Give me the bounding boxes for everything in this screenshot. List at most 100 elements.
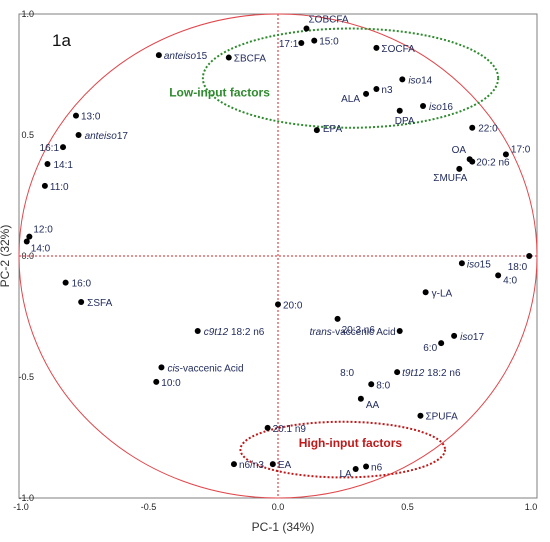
loading-point [456, 165, 463, 172]
loading-point [526, 253, 533, 259]
loading-label: cis-vaccenic Acid [167, 363, 243, 374]
loading-point [368, 381, 375, 388]
loading-point [502, 151, 509, 158]
unit-circle-path [18, 13, 538, 499]
x-tick-label: 1.0 [525, 502, 538, 512]
loading-point [311, 37, 318, 44]
loading-label: 8:0 [376, 380, 390, 391]
loading-label: 20:3 n6 [342, 325, 376, 336]
y-tick-label: 0.0 [21, 251, 34, 261]
loading-label: iso14 [408, 75, 432, 86]
loading-point [26, 233, 33, 240]
axis-ticks: -1.0 -0.5 0.0 0.5 1.0 1.0 0.5 0.0 -0.5 -1.0 [13, 9, 537, 512]
loading-point [298, 40, 305, 47]
y-tick-label: -0.5 [18, 372, 34, 382]
loading-label: 16:1 [40, 143, 60, 154]
loading-point [313, 127, 320, 134]
loading-label: trans-vaccenic Acid [310, 327, 396, 338]
loading-point [373, 86, 380, 93]
loading-label: c9t12 18:2 n6 [204, 327, 265, 338]
loading-point [72, 112, 79, 119]
x-tick-label: -0.5 [141, 502, 157, 512]
loading-label: 12:0 [33, 225, 53, 236]
loading-point [373, 44, 380, 51]
loading-point [363, 90, 370, 97]
loading-label: 11:0 [50, 182, 69, 193]
loading-label: 17:1 [279, 39, 299, 50]
group-ellipse-1 [239, 420, 447, 479]
loading-label: t9t12 18:2 n6 [402, 368, 461, 379]
loading-label: iso17 [460, 332, 484, 343]
loading-point [438, 340, 445, 347]
loading-label: LA [339, 469, 352, 480]
loading-point [75, 132, 82, 138]
loading-point [394, 369, 401, 376]
loading-point [60, 144, 67, 151]
loading-point [269, 461, 276, 468]
loading-label: 15:0 [319, 37, 339, 48]
loading-label: ΣSFA [87, 298, 112, 309]
loading-label: AA [366, 400, 380, 411]
loading-point [264, 424, 271, 431]
loading-label: iso15 [467, 259, 491, 270]
loading-label: 17:0 [511, 144, 531, 155]
x-tick-label: 0.0 [272, 502, 285, 512]
loading-label: 20:0 [283, 300, 303, 311]
loading-label: 18:0 [508, 262, 528, 273]
loading-label: EPA [323, 124, 343, 135]
loading-label: 22:0 [478, 124, 498, 135]
loading-label: γ-LA [432, 288, 453, 299]
loading-point [399, 76, 406, 83]
y-tick-label: 0.5 [21, 130, 34, 140]
x-axis-title: PC-1 (34%) [252, 520, 315, 534]
standalone-label: 8:0 [340, 368, 354, 379]
loading-label: n3 [381, 85, 393, 96]
loading-point [275, 301, 281, 308]
loading-point [422, 289, 429, 296]
reference-lines [19, 14, 537, 498]
y-tick-label: -1.0 [18, 493, 34, 503]
loading-point [230, 461, 237, 468]
loading-label: anteiso17 [85, 131, 129, 142]
y-axis-title: PC-2 (32%) [0, 225, 12, 288]
loading-label: 10:0 [161, 378, 181, 389]
loading-point [334, 315, 341, 322]
loading-point [194, 328, 201, 335]
loading-label: 14:0 [31, 243, 51, 254]
loading-point [44, 161, 51, 168]
loading-point [469, 124, 476, 131]
loading-point [303, 25, 310, 32]
loading-label: 20:1 n9 [273, 424, 307, 435]
loading-label: n6/n3 [239, 460, 264, 471]
loading-point [225, 54, 232, 61]
loading-point [469, 158, 476, 165]
loading-point [458, 260, 465, 267]
loading-label: ΣPUFA [425, 412, 458, 423]
loading-label: ΣMUFA [433, 173, 467, 184]
loading-label: 20:2 n6 [476, 158, 510, 169]
loading-label: 4:0 [503, 275, 517, 286]
loading-label: ΣBCFA [234, 54, 267, 65]
loading-label: OA [452, 145, 467, 156]
loading-point [352, 465, 359, 472]
group-label-high-input: High-input factors [299, 436, 403, 450]
loading-labels: ΣOBCFA 17:1 15:0 ΣOCFA anteiso15 ΣBCFA iso14 n3… [31, 15, 531, 480]
loading-label: ΣOBCFA [308, 15, 348, 26]
loading-point [41, 182, 48, 189]
group-ellipses: Low-input factors High-input factors [169, 27, 500, 479]
loading-point [420, 102, 427, 109]
loading-point [451, 332, 458, 339]
unit-circle [18, 13, 538, 499]
loading-points [23, 25, 533, 472]
loading-label: 13:0 [81, 112, 101, 123]
loading-label: ΣOCFA [381, 44, 415, 55]
loading-point [417, 412, 424, 419]
group-ellipse-0 [201, 27, 500, 129]
group-label-low-input: Low-input factors [169, 85, 270, 99]
loading-point [62, 279, 69, 286]
loading-label: EA [278, 460, 292, 471]
loading-point [158, 364, 165, 371]
loading-point [23, 238, 30, 245]
loading-point [155, 52, 162, 59]
